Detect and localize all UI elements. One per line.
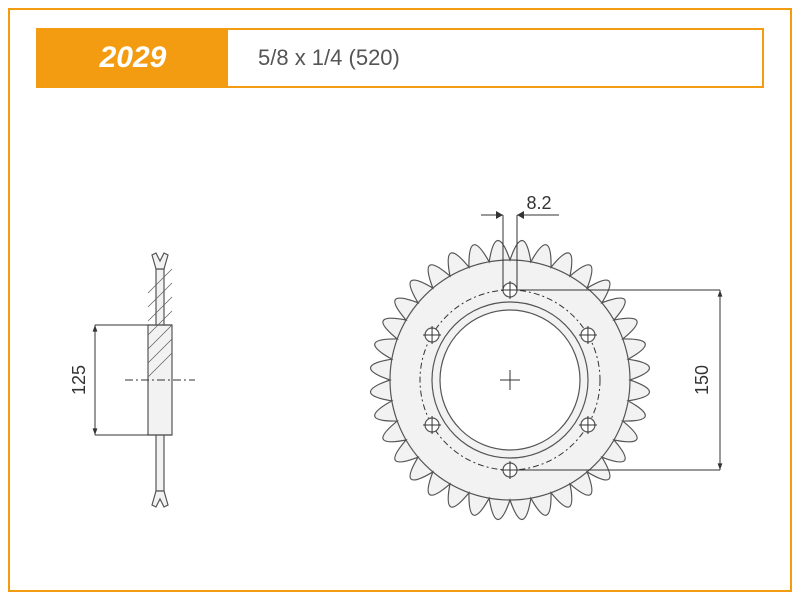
chain-spec: 5/8 x 1/4 (520)	[258, 45, 400, 71]
side-view: 125	[69, 253, 195, 507]
part-number: 2029	[100, 41, 167, 75]
technical-drawing: 125 8.2 150	[0, 120, 800, 590]
spec-text-area: 5/8 x 1/4 (520)	[228, 30, 762, 86]
header-bar: 2029 5/8 x 1/4 (520)	[36, 28, 764, 88]
svg-text:150: 150	[692, 365, 712, 395]
svg-text:8.2: 8.2	[526, 193, 551, 213]
part-number-badge: 2029	[38, 30, 228, 86]
drawing-area: 125 8.2 150	[0, 120, 800, 600]
front-view: 8.2 150	[371, 193, 723, 519]
svg-text:125: 125	[69, 365, 89, 395]
